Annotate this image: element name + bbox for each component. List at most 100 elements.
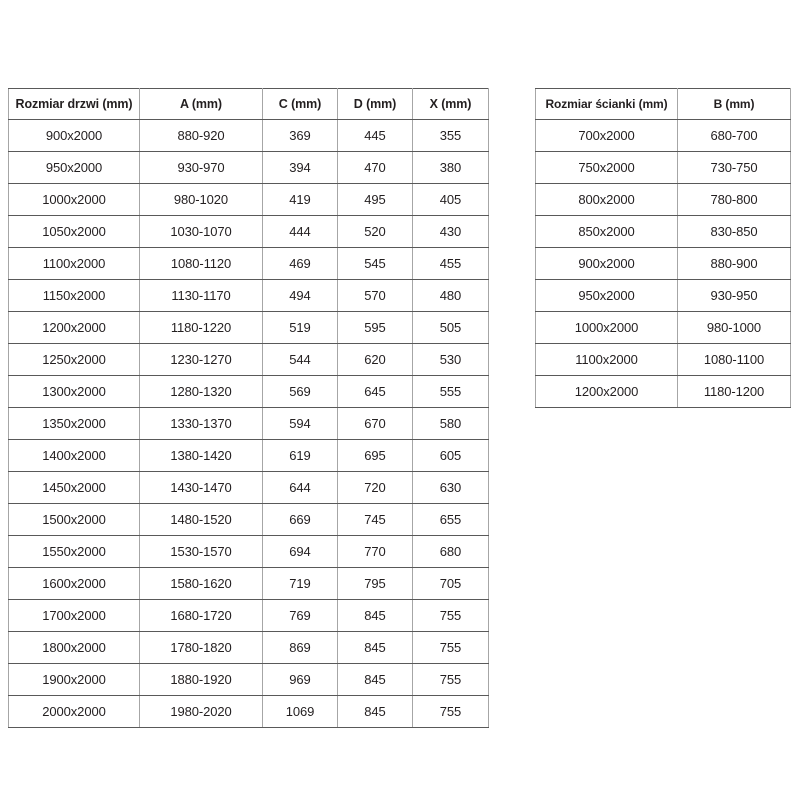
cell-dim-d: 845	[337, 695, 413, 728]
cell-door-size: 950x2000	[8, 151, 140, 184]
cell-dim-c: 969	[262, 663, 338, 696]
cell-dim-d: 845	[337, 631, 413, 664]
cell-dim-b: 980-1000	[677, 311, 791, 344]
cell-dim-a: 1880-1920	[139, 663, 263, 696]
cell-wall-size: 1000x2000	[535, 311, 678, 344]
table-row: 1200x2000 1180-1200	[535, 375, 791, 408]
cell-dim-a: 1130-1170	[139, 279, 263, 312]
cell-wall-size: 1200x2000	[535, 375, 678, 408]
cell-door-size: 1200x2000	[8, 311, 140, 344]
cell-dim-a: 1780-1820	[139, 631, 263, 664]
table-row: 800x2000 780-800	[535, 183, 791, 216]
cell-door-size: 1250x2000	[8, 343, 140, 376]
cell-dim-d: 745	[337, 503, 413, 536]
cell-dim-x: 755	[412, 663, 489, 696]
cell-dim-d: 620	[337, 343, 413, 376]
cell-door-size: 1550x2000	[8, 535, 140, 568]
column-header-x: X (mm)	[412, 88, 489, 120]
cell-door-size: 900x2000	[8, 119, 140, 152]
cell-dim-a: 1280-1320	[139, 375, 263, 408]
column-header-b: B (mm)	[677, 88, 791, 120]
table-row: 1550x2000 1530-1570 694 770 680	[8, 535, 489, 568]
cell-dim-x: 530	[412, 343, 489, 376]
table-row: 1300x2000 1280-1320 569 645 555	[8, 375, 489, 408]
cell-dim-d: 695	[337, 439, 413, 472]
cell-door-size: 1350x2000	[8, 407, 140, 440]
cell-dim-a: 1680-1720	[139, 599, 263, 632]
cell-dim-c: 594	[262, 407, 338, 440]
cell-dim-c: 369	[262, 119, 338, 152]
cell-door-size: 1300x2000	[8, 375, 140, 408]
table-row: 1100x2000 1080-1120 469 545 455	[8, 247, 489, 280]
cell-dim-b: 730-750	[677, 151, 791, 184]
wall-size-table-head: Rozmiar ścianki (mm) B (mm)	[535, 88, 791, 120]
cell-wall-size: 700x2000	[535, 119, 678, 152]
cell-door-size: 2000x2000	[8, 695, 140, 728]
table-row: 750x2000 730-750	[535, 151, 791, 184]
cell-dim-a: 1430-1470	[139, 471, 263, 504]
cell-dim-c: 394	[262, 151, 338, 184]
table-header-row: Rozmiar ścianki (mm) B (mm)	[535, 88, 791, 120]
cell-dim-x: 630	[412, 471, 489, 504]
table-row: 900x2000 880-920 369 445 355	[8, 119, 489, 152]
column-header-c: C (mm)	[262, 88, 338, 120]
door-size-table-head: Rozmiar drzwi (mm) A (mm) C (mm) D (mm) …	[8, 88, 489, 120]
cell-dim-d: 595	[337, 311, 413, 344]
table-row: 1250x2000 1230-1270 544 620 530	[8, 343, 489, 376]
table-row: 700x2000 680-700	[535, 119, 791, 152]
cell-dim-c: 494	[262, 279, 338, 312]
table-row: 1200x2000 1180-1220 519 595 505	[8, 311, 489, 344]
cell-door-size: 1400x2000	[8, 439, 140, 472]
cell-dim-d: 670	[337, 407, 413, 440]
cell-dim-c: 719	[262, 567, 338, 600]
cell-door-size: 1900x2000	[8, 663, 140, 696]
table-row: 1900x2000 1880-1920 969 845 755	[8, 663, 489, 696]
cell-dim-x: 355	[412, 119, 489, 152]
cell-dim-c: 869	[262, 631, 338, 664]
table-header-row: Rozmiar drzwi (mm) A (mm) C (mm) D (mm) …	[8, 88, 489, 120]
cell-dim-b: 830-850	[677, 215, 791, 248]
cell-dim-x: 430	[412, 215, 489, 248]
cell-door-size: 1700x2000	[8, 599, 140, 632]
cell-dim-x: 555	[412, 375, 489, 408]
cell-door-size: 1100x2000	[8, 247, 140, 280]
cell-dim-a: 1080-1120	[139, 247, 263, 280]
cell-dim-d: 545	[337, 247, 413, 280]
cell-dim-x: 605	[412, 439, 489, 472]
cell-dim-x: 580	[412, 407, 489, 440]
cell-dim-d: 520	[337, 215, 413, 248]
cell-dim-d: 770	[337, 535, 413, 568]
table-row: 1700x2000 1680-1720 769 845 755	[8, 599, 489, 632]
cell-dim-x: 480	[412, 279, 489, 312]
table-row: 1400x2000 1380-1420 619 695 605	[8, 439, 489, 472]
cell-dim-a: 880-920	[139, 119, 263, 152]
cell-dim-c: 644	[262, 471, 338, 504]
cell-dim-d: 470	[337, 151, 413, 184]
cell-dim-d: 845	[337, 663, 413, 696]
cell-dim-a: 1380-1420	[139, 439, 263, 472]
cell-dim-c: 444	[262, 215, 338, 248]
table-row: 900x2000 880-900	[535, 247, 791, 280]
table-row: 1000x2000 980-1000	[535, 311, 791, 344]
table-row: 850x2000 830-850	[535, 215, 791, 248]
cell-dim-d: 445	[337, 119, 413, 152]
cell-dim-c: 669	[262, 503, 338, 536]
cell-dim-a: 1980-2020	[139, 695, 263, 728]
table-row: 1100x2000 1080-1100	[535, 343, 791, 376]
table-row: 1150x2000 1130-1170 494 570 480	[8, 279, 489, 312]
column-header-d: D (mm)	[337, 88, 413, 120]
door-size-table-body: 900x2000 880-920 369 445 355 950x2000 930-970 3…	[8, 119, 489, 728]
table-row: 1600x2000 1580-1620 719 795 705	[8, 567, 489, 600]
cell-wall-size: 1100x2000	[535, 343, 678, 376]
cell-dim-a: 930-970	[139, 151, 263, 184]
cell-dim-d: 795	[337, 567, 413, 600]
cell-dim-d: 720	[337, 471, 413, 504]
cell-dim-x: 405	[412, 183, 489, 216]
cell-dim-x: 455	[412, 247, 489, 280]
cell-dim-x: 755	[412, 599, 489, 632]
cell-wall-size: 800x2000	[535, 183, 678, 216]
cell-dim-a: 1030-1070	[139, 215, 263, 248]
cell-dim-c: 519	[262, 311, 338, 344]
column-header-door-size: Rozmiar drzwi (mm)	[8, 88, 140, 120]
